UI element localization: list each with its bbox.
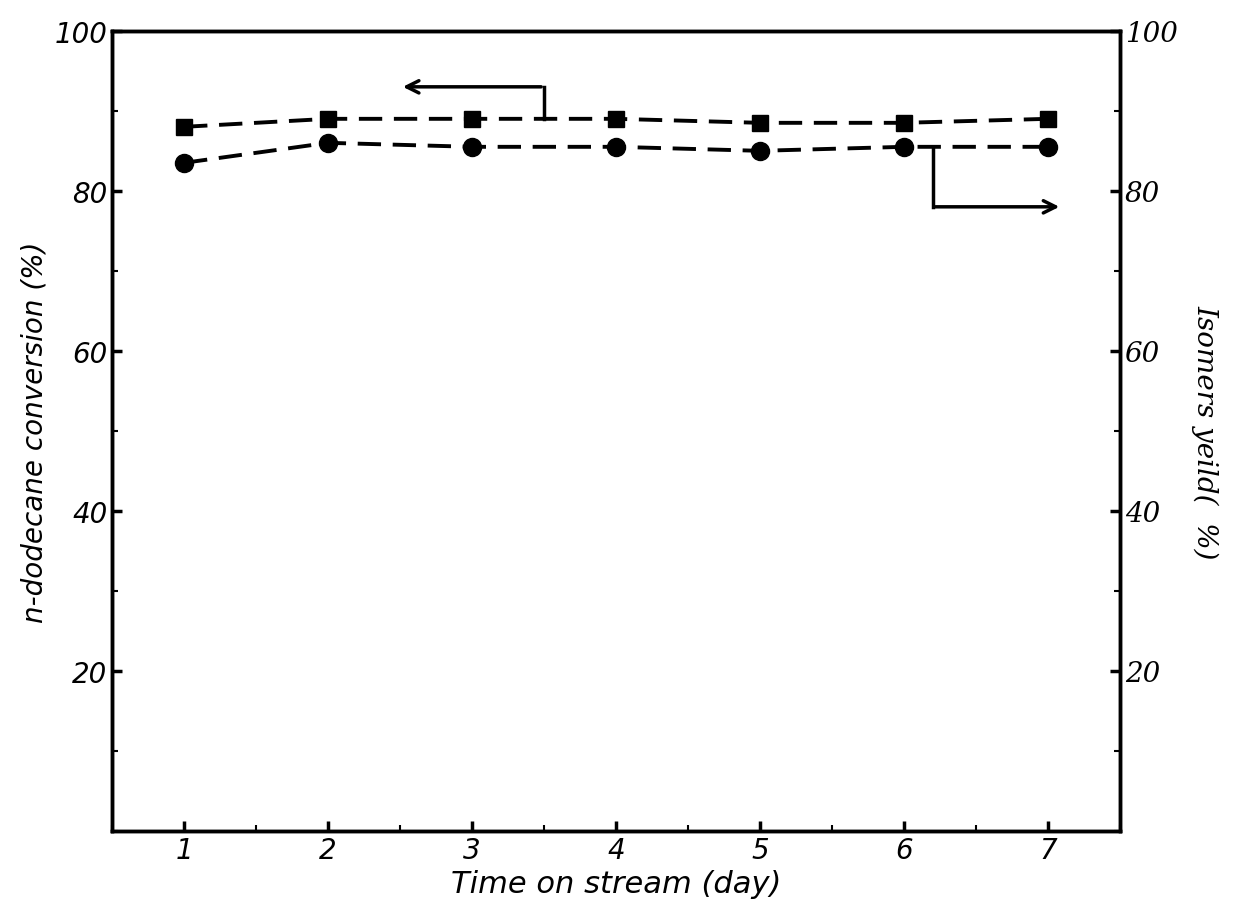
Y-axis label: Isomers yeild(  %): Isomers yeild( %) <box>1192 304 1219 559</box>
X-axis label: Time on stream (day): Time on stream (day) <box>451 869 781 898</box>
Y-axis label: n-dodecane conversion (%): n-dodecane conversion (%) <box>21 241 48 622</box>
